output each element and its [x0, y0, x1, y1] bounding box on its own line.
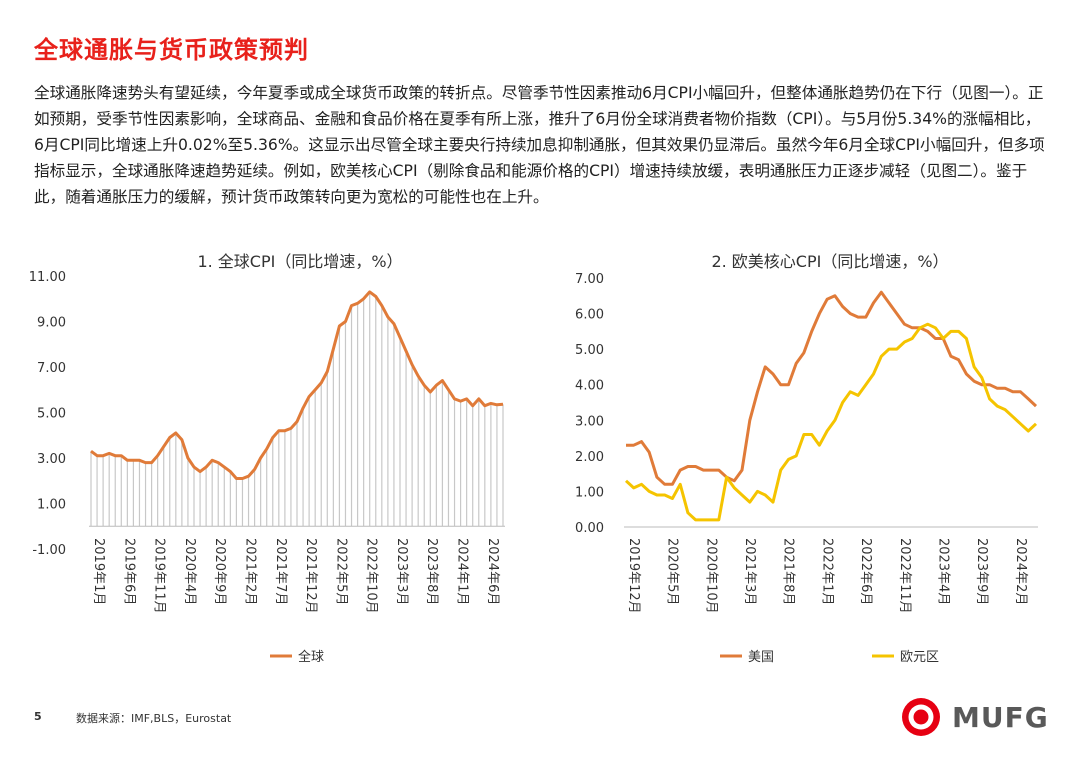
chart1-xtick-label: 2019年11月	[152, 538, 167, 614]
chart2-xtick-label: 2022年6月	[858, 538, 873, 605]
chart1-xtick-label: 2023年8月	[424, 538, 439, 605]
mufg-logo: MUFG	[898, 695, 1049, 739]
chart2-xtick-label: 2020年10月	[703, 538, 718, 614]
chart1-ytick-label: 5.00	[37, 407, 66, 422]
chart2-xtick-label: 2019年12月	[626, 538, 641, 614]
chart1-xtick-label: 2021年12月	[303, 538, 318, 614]
chart2-xtick-label: 2021年8月	[781, 538, 796, 605]
source-note: 数据来源：IMF,BLS，Eurostat	[76, 712, 232, 725]
chart2-xtick-label: 2024年2月	[1013, 538, 1028, 605]
chart1-ytick-label: 1.00	[37, 498, 66, 513]
chart1-xtick-label: 2024年1月	[455, 538, 470, 605]
page-number: 5	[34, 710, 42, 723]
chart1-ytick-label: 9.00	[37, 316, 66, 331]
chart2-title: 2. 欧美核心CPI（同比增速，%）	[711, 252, 949, 271]
chart2-ytick-label: 0.00	[575, 521, 604, 536]
chart2-ytick-label: 6.00	[575, 308, 604, 323]
chart2-series-line-euro	[624, 322, 1038, 522]
chart2-xtick-label: 2022年11月	[897, 538, 912, 614]
chart2-ytick-label: 5.00	[575, 343, 604, 358]
chart1-xtick-label: 2023年3月	[394, 538, 409, 605]
chart2-legend-label-us: 美国	[748, 650, 774, 665]
chart2-ytick-label: 3.00	[575, 414, 604, 429]
chart1-xtick-label: 2019年1月	[91, 538, 106, 605]
intro-paragraph: 全球通胀降速势头有望延续，今年夏季或成全球货币政策的转折点。尽管季节性因素推动6…	[34, 84, 1045, 206]
chart2-ytick-label: 2.00	[575, 450, 604, 465]
mufg-logo-icon	[902, 698, 940, 736]
mufg-logo-text: MUFG	[952, 700, 1049, 734]
chart2-ytick-label: 1.00	[575, 485, 604, 500]
chart2-legend-label-euro: 欧元区	[900, 650, 939, 665]
chart1-ytick-label: 11.00	[29, 270, 66, 285]
chart2-ytick-label: 4.00	[575, 379, 604, 394]
chart1-xtick-label: 2020年4月	[182, 538, 197, 605]
chart2-xtick-label: 2021年3月	[742, 538, 757, 605]
chart2-ytick-label: 7.00	[575, 272, 604, 287]
chart1-xtick-label: 2022年10月	[364, 538, 379, 614]
page-title: 全球通胀与货币政策预判	[34, 36, 309, 64]
chart1-ytick-label: 7.00	[37, 361, 66, 376]
chart2-xtick-label: 2023年9月	[974, 538, 989, 605]
chart2-xtick-label: 2020年5月	[665, 538, 680, 605]
chart1-xtick-label: 2020年9月	[212, 538, 227, 605]
chart1-legend-label: 全球	[298, 649, 324, 665]
chart2-series-line-us	[626, 290, 1038, 486]
chart1-xtick-label: 2019年6月	[121, 538, 136, 605]
chart1-xtick-label: 2021年2月	[242, 538, 257, 605]
chart1-title: 1. 全球CPI（同比增速，%）	[197, 252, 403, 271]
chart1-series-line-global	[90, 290, 504, 480]
chart2-xtick-label: 2023年4月	[935, 538, 950, 605]
chart1-ytick-label: 3.00	[37, 452, 66, 467]
chart2-xtick-label: 2022年1月	[819, 538, 834, 605]
chart1-ytick-label: -1.00	[32, 543, 66, 558]
chart1-xtick-label: 2021年7月	[273, 538, 288, 605]
chart1-xtick-label: 2024年6月	[485, 538, 500, 605]
chart1-xtick-label: 2022年5月	[333, 538, 348, 605]
